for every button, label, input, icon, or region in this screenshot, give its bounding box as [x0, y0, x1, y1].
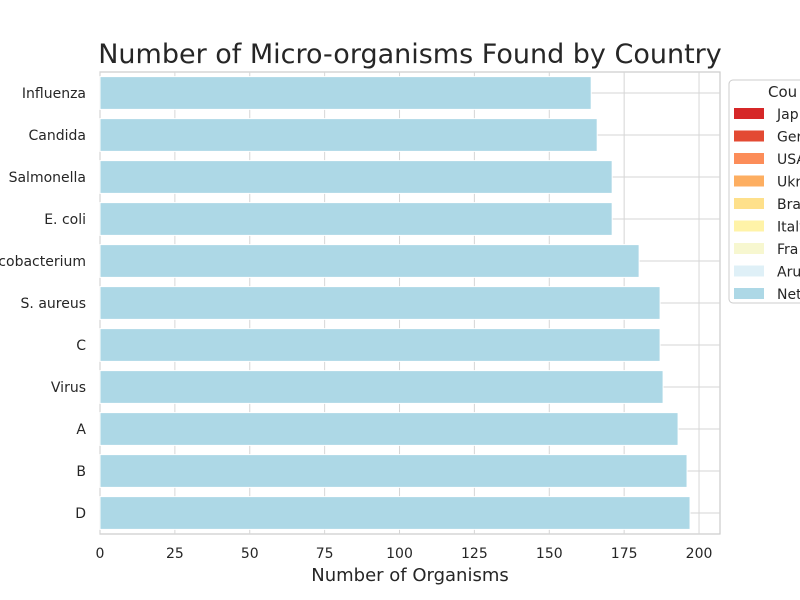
- x-axis-label: Number of Organisms: [311, 565, 509, 586]
- legend-swatch: [734, 130, 764, 142]
- bar-a: [99, 412, 679, 446]
- bar-b: [99, 454, 688, 488]
- bar-virus: [99, 370, 664, 404]
- y-tick-label: Mycobacterium: [0, 254, 86, 270]
- y-tick-label: Virus: [51, 380, 86, 396]
- x-tick-label: 75: [316, 546, 334, 562]
- y-tick-label: D: [75, 506, 86, 522]
- y-tick-label: E. coli: [44, 212, 86, 228]
- x-tick-label: 0: [96, 546, 105, 562]
- legend-swatch: [734, 243, 764, 254]
- y-tick-label: Salmonella: [9, 170, 86, 186]
- legend-swatch: [734, 220, 764, 232]
- x-tick-label: 150: [536, 546, 563, 562]
- legend-label: Net: [777, 287, 800, 303]
- bar-salmonella: [99, 160, 613, 194]
- legend-swatch: [734, 153, 764, 164]
- x-tick-label: 125: [461, 546, 488, 562]
- legend-swatch: [734, 108, 764, 119]
- y-tick-label: C: [76, 338, 86, 354]
- legend-label: Ger: [777, 130, 800, 146]
- y-tick-label: Candida: [29, 128, 86, 144]
- x-tick-label: 25: [166, 546, 184, 562]
- bar-e-coli: [99, 202, 613, 236]
- y-tick-label: S. aureus: [21, 296, 86, 312]
- bar-candida: [99, 118, 598, 152]
- legend-swatch: [734, 265, 764, 277]
- legend-label: Ukr: [777, 175, 800, 191]
- legend: Cou Jap Ger USA Ukr Bra Italy Fra Aru Net: [728, 79, 800, 304]
- x-tick-label: 100: [386, 546, 413, 562]
- legend-label: USA: [777, 152, 800, 168]
- bars: [99, 76, 691, 530]
- y-tick-labels: Influenza Candida Salmonella E. coli Mycobac…: [0, 86, 86, 522]
- legend-label: Aru: [777, 265, 800, 281]
- y-tick-label: A: [76, 422, 86, 438]
- bar-mycobacterium: [99, 244, 640, 278]
- chart-title: Number of Micro-organisms Found by Count…: [98, 39, 722, 70]
- bar-c: [99, 328, 661, 362]
- legend-label: Bra: [777, 197, 800, 213]
- legend-swatch: [734, 288, 764, 299]
- bar-d: [99, 496, 691, 530]
- legend-swatch: [734, 198, 764, 209]
- bar-s-aureus: [99, 286, 661, 320]
- legend-title: Cou: [768, 83, 797, 101]
- y-tick-label: B: [76, 464, 86, 480]
- x-tick-label: 175: [611, 546, 638, 562]
- y-tick-label: Influenza: [22, 86, 86, 102]
- legend-label: Italy: [777, 220, 800, 236]
- legend-label: Jap: [776, 107, 799, 123]
- legend-swatch: [734, 175, 764, 187]
- x-tick-label: 200: [686, 546, 713, 562]
- x-tick-label: 50: [241, 546, 259, 562]
- legend-label: Fra: [777, 242, 798, 258]
- x-tick-labels: 0 25 50 75 100 125 150 175 200: [96, 546, 713, 562]
- bar-influenza: [99, 76, 592, 110]
